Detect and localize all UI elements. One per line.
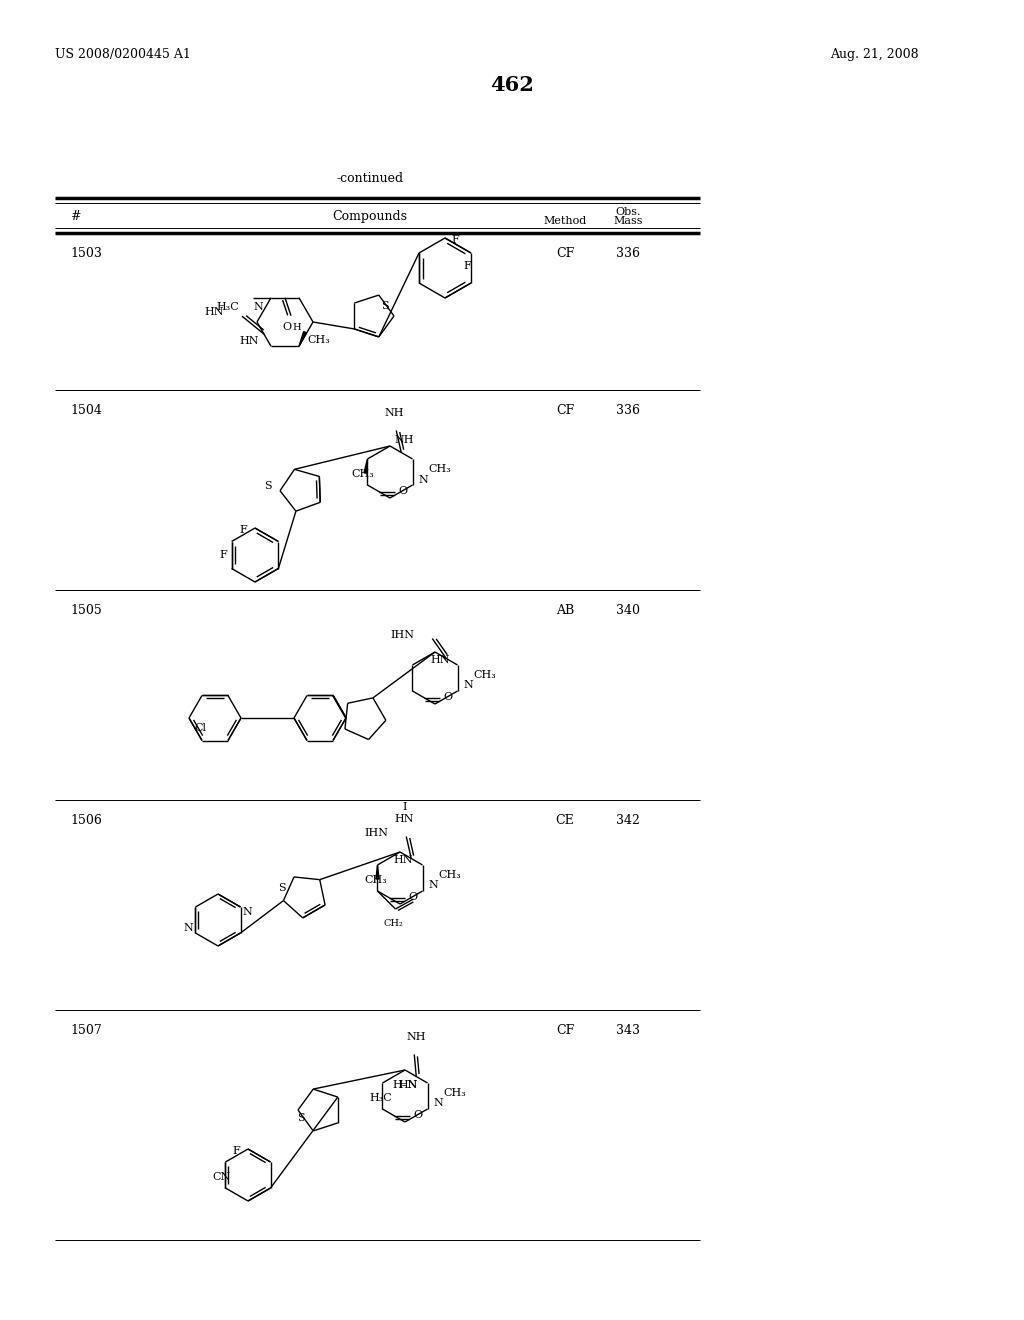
- Text: HN: HN: [240, 337, 259, 346]
- Text: CE: CE: [556, 814, 574, 828]
- Text: 343: 343: [616, 1024, 640, 1038]
- Text: O: O: [443, 693, 453, 702]
- Text: S: S: [264, 480, 272, 491]
- Text: 1506: 1506: [70, 814, 101, 828]
- Text: Compounds: Compounds: [333, 210, 408, 223]
- Text: CF: CF: [556, 1024, 574, 1038]
- Text: NH: NH: [395, 436, 415, 445]
- Text: CH₃: CH₃: [351, 469, 374, 479]
- Text: O: O: [398, 487, 408, 496]
- Text: CH₂: CH₂: [384, 919, 403, 928]
- Text: H–N: H–N: [392, 1080, 418, 1090]
- Text: HN: HN: [398, 1080, 418, 1090]
- Text: CF: CF: [556, 247, 574, 260]
- Polygon shape: [299, 331, 306, 346]
- Text: HN: HN: [430, 655, 450, 665]
- Text: CH₃: CH₃: [365, 875, 387, 884]
- Text: IHN: IHN: [390, 630, 415, 639]
- Text: AB: AB: [556, 605, 574, 616]
- Text: F: F: [232, 1146, 240, 1156]
- Text: Obs.: Obs.: [615, 207, 641, 216]
- Text: S: S: [279, 883, 286, 892]
- Text: HN: HN: [394, 814, 414, 825]
- Text: O: O: [283, 322, 292, 331]
- Text: HN: HN: [205, 308, 224, 317]
- Text: N: N: [183, 923, 194, 933]
- Text: 342: 342: [616, 814, 640, 828]
- Polygon shape: [364, 459, 368, 473]
- Text: IHN: IHN: [365, 828, 388, 837]
- Text: F: F: [220, 549, 227, 560]
- Text: 1507: 1507: [70, 1024, 101, 1038]
- Text: CH₃: CH₃: [428, 465, 452, 474]
- Text: 462: 462: [490, 75, 534, 95]
- Text: F: F: [240, 525, 247, 535]
- Text: N: N: [253, 302, 263, 312]
- Text: #: #: [70, 210, 81, 223]
- Text: Aug. 21, 2008: Aug. 21, 2008: [830, 48, 919, 61]
- Text: CH₃: CH₃: [307, 335, 330, 346]
- Text: N: N: [433, 1098, 443, 1107]
- Text: 336: 336: [616, 404, 640, 417]
- Text: Mass: Mass: [613, 216, 643, 226]
- Text: -continued: -continued: [337, 172, 403, 185]
- Text: 1504: 1504: [70, 404, 101, 417]
- Text: CF: CF: [556, 404, 574, 417]
- Text: 1503: 1503: [70, 247, 101, 260]
- Text: 336: 336: [616, 247, 640, 260]
- Text: H₃C: H₃C: [369, 1093, 392, 1104]
- Text: O: O: [409, 892, 418, 903]
- Text: I: I: [402, 803, 407, 813]
- Text: H₃C: H₃C: [216, 302, 239, 312]
- Text: H: H: [293, 323, 301, 333]
- Text: CH₃: CH₃: [443, 1088, 466, 1098]
- Text: F: F: [463, 261, 471, 271]
- Text: N: N: [428, 880, 438, 890]
- Text: NH: NH: [384, 408, 404, 418]
- Text: CH₃: CH₃: [473, 671, 497, 680]
- Text: 340: 340: [616, 605, 640, 616]
- Text: N: N: [464, 680, 473, 690]
- Text: O: O: [414, 1110, 423, 1121]
- Text: HN: HN: [393, 855, 413, 865]
- Text: S: S: [298, 1113, 305, 1123]
- Polygon shape: [376, 865, 379, 879]
- Text: NH: NH: [407, 1032, 426, 1043]
- Text: N: N: [243, 907, 252, 917]
- Text: F: F: [451, 235, 459, 246]
- Text: N: N: [419, 475, 428, 484]
- Text: Method: Method: [544, 216, 587, 226]
- Text: CN: CN: [212, 1172, 230, 1181]
- Text: Cl: Cl: [194, 722, 206, 733]
- Text: CH₃: CH₃: [438, 870, 461, 880]
- Text: S: S: [381, 301, 388, 312]
- Text: US 2008/0200445 A1: US 2008/0200445 A1: [55, 48, 190, 61]
- Text: 1505: 1505: [70, 605, 101, 616]
